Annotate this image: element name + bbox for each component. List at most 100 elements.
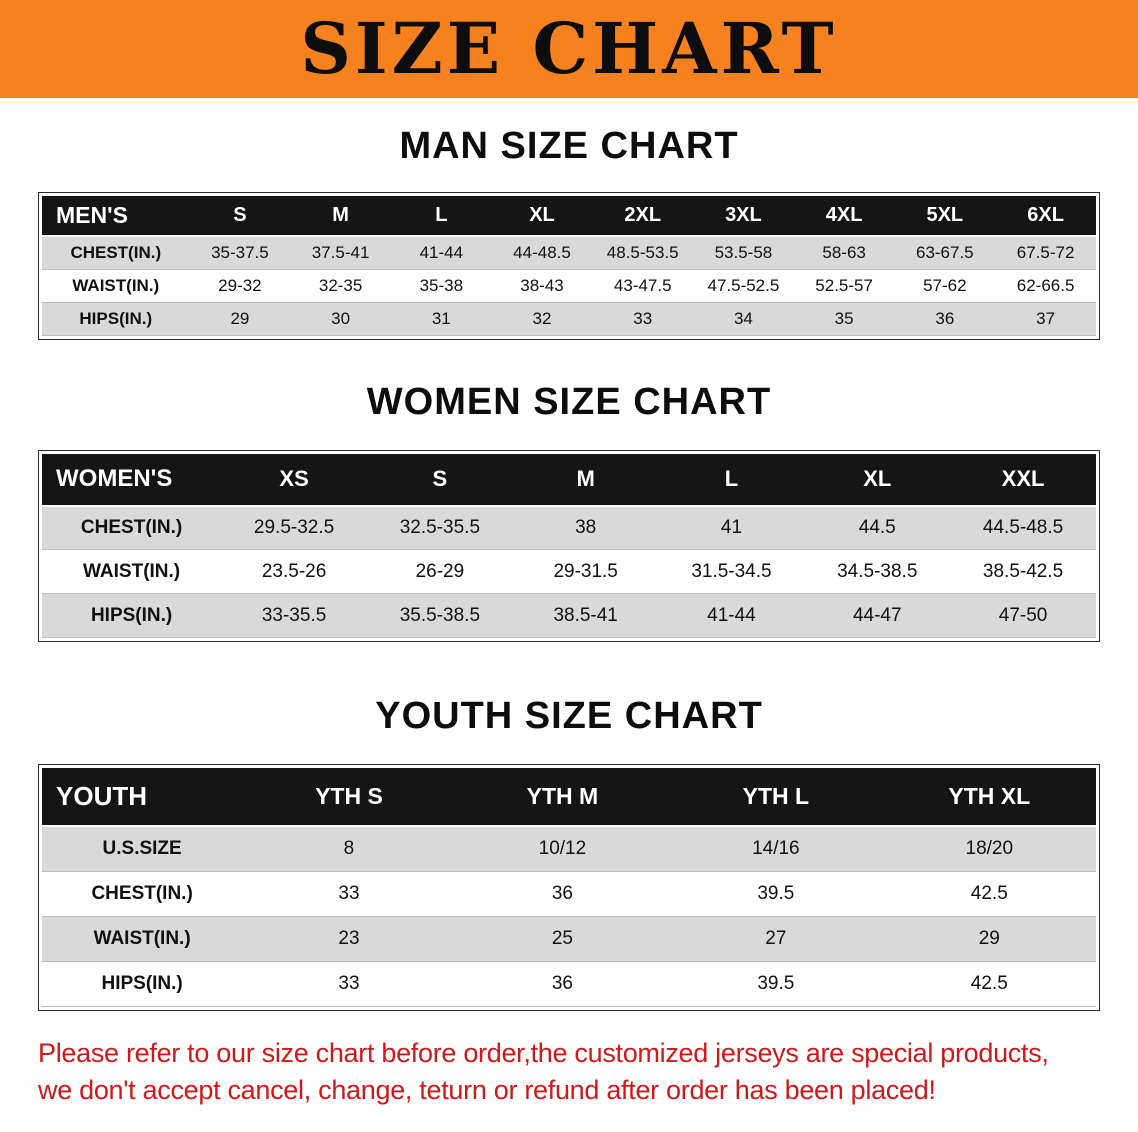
size-cell: 41 [658, 505, 805, 550]
size-column-header: YTH XL [882, 768, 1096, 827]
youth-waist-row: WAIST(IN.) 23 25 27 29 [42, 916, 1096, 962]
size-cell: 26-29 [366, 549, 513, 594]
row-label: WAIST(IN.) [42, 916, 243, 962]
size-cell: 38 [512, 505, 659, 550]
men-size-table-frame: MEN'S S M L XL 2XL 3XL 4XL 5XL 6XL CHEST… [38, 192, 1100, 340]
size-cell: 35.5-38.5 [366, 593, 513, 638]
women-waist-row: WAIST(IN.) 23.5-26 26-29 29-31.5 31.5-34… [42, 549, 1096, 594]
row-label: WAIST(IN.) [42, 549, 222, 594]
row-label: HIPS(IN.) [42, 302, 190, 336]
size-cell: 47.5-52.5 [693, 269, 794, 303]
size-cell: 47-50 [950, 593, 1096, 638]
women-size-section: WOMEN SIZE CHART WOMEN'S XS S M L XL XXL… [0, 380, 1138, 642]
men-size-section: MAN SIZE CHART MEN'S S M L XL 2XL 3XL 4X… [0, 124, 1138, 340]
size-cell: 42.5 [882, 871, 1096, 917]
men-waist-row: WAIST(IN.) 29-32 32-35 35-38 38-43 43-47… [42, 269, 1096, 303]
size-cell: 31 [390, 302, 492, 336]
size-cell: 41-44 [658, 593, 805, 638]
row-label: CHEST(IN.) [42, 236, 190, 270]
youth-size-section: YOUTH SIZE CHART YOUTH YTH S YTH M YTH L… [0, 694, 1138, 1011]
size-column-header: L [658, 453, 805, 507]
youth-size-table: YOUTH YTH S YTH M YTH L YTH XL U.S.SIZE … [42, 768, 1096, 1007]
size-cell: 44.5-48.5 [950, 505, 1096, 550]
size-cell: 33 [242, 961, 456, 1007]
size-column-header: S [189, 196, 291, 237]
size-cell: 44-48.5 [491, 236, 593, 270]
disclaimer-line-1: Please refer to our size chart before or… [38, 1037, 1049, 1068]
youth-ussize-row: U.S.SIZE 8 10/12 14/16 18/20 [42, 826, 1096, 872]
size-cell: 27 [669, 916, 883, 962]
disclaimer: Please refer to our size chart before or… [0, 1035, 1138, 1109]
size-column-header: 6XL [995, 196, 1096, 237]
size-cell: 38-43 [491, 269, 593, 303]
row-label: CHEST(IN.) [42, 505, 222, 550]
size-cell: 34.5-38.5 [804, 549, 951, 594]
size-cell: 63-67.5 [894, 236, 996, 270]
women-size-table: WOMEN'S XS S M L XL XXL CHEST(IN.) 29.5-… [42, 453, 1096, 638]
youth-table-title-cell: YOUTH [42, 768, 243, 827]
women-chest-row: CHEST(IN.) 29.5-32.5 32.5-35.5 38 41 44.… [42, 505, 1096, 550]
youth-section-heading: YOUTH SIZE CHART [375, 695, 763, 737]
size-column-header: YTH L [669, 768, 883, 827]
size-cell: 32 [491, 302, 593, 336]
size-cell: 53.5-58 [693, 236, 794, 270]
size-cell: 37 [995, 302, 1096, 336]
size-cell: 42.5 [882, 961, 1096, 1007]
men-size-table: MEN'S S M L XL 2XL 3XL 4XL 5XL 6XL CHEST… [42, 196, 1096, 336]
size-cell: 29-32 [189, 269, 291, 303]
size-cell: 8 [242, 826, 456, 872]
size-cell: 41-44 [390, 236, 492, 270]
size-cell: 33 [592, 302, 694, 336]
youth-chest-row: CHEST(IN.) 33 36 39.5 42.5 [42, 871, 1096, 917]
row-label: U.S.SIZE [42, 826, 243, 872]
size-cell: 23 [242, 916, 456, 962]
size-cell: 31.5-34.5 [658, 549, 805, 594]
size-cell: 29 [189, 302, 291, 336]
size-cell: 29 [882, 916, 1096, 962]
page-title: SIZE CHART [300, 7, 838, 90]
men-section-heading: MAN SIZE CHART [399, 125, 739, 167]
size-cell: 35-38 [390, 269, 492, 303]
size-column-header: 5XL [894, 196, 996, 237]
size-cell: 34 [693, 302, 794, 336]
men-chest-row: CHEST(IN.) 35-37.5 37.5-41 41-44 44-48.5… [42, 236, 1096, 270]
size-cell: 37.5-41 [290, 236, 391, 270]
size-cell: 29-31.5 [512, 549, 659, 594]
size-cell: 30 [290, 302, 391, 336]
size-cell: 32-35 [290, 269, 391, 303]
size-cell: 44-47 [804, 593, 951, 638]
size-cell: 33 [242, 871, 456, 917]
size-cell: 44.5 [804, 505, 951, 550]
men-table-header-row: MEN'S S M L XL 2XL 3XL 4XL 5XL 6XL [42, 196, 1096, 237]
size-column-header: M [512, 453, 659, 507]
size-cell: 33-35.5 [221, 593, 367, 638]
size-cell: 23.5-26 [221, 549, 367, 594]
size-cell: 35 [793, 302, 895, 336]
youth-hips-row: HIPS(IN.) 33 36 39.5 42.5 [42, 961, 1096, 1007]
size-cell: 62-66.5 [995, 269, 1096, 303]
youth-size-table-frame: YOUTH YTH S YTH M YTH L YTH XL U.S.SIZE … [38, 764, 1100, 1011]
size-cell: 39.5 [669, 961, 883, 1007]
size-cell: 36 [894, 302, 996, 336]
women-hips-row: HIPS(IN.) 33-35.5 35.5-38.5 38.5-41 41-4… [42, 593, 1096, 638]
women-size-table-frame: WOMEN'S XS S M L XL XXL CHEST(IN.) 29.5-… [38, 449, 1100, 642]
size-cell: 43-47.5 [592, 269, 694, 303]
row-label: HIPS(IN.) [42, 961, 243, 1007]
size-cell: 57-62 [894, 269, 996, 303]
size-cell: 35-37.5 [189, 236, 291, 270]
women-table-title-cell: WOMEN'S [42, 453, 222, 507]
size-column-header: 2XL [592, 196, 694, 237]
size-cell: 29.5-32.5 [221, 505, 367, 550]
women-table-header-row: WOMEN'S XS S M L XL XXL [42, 453, 1096, 507]
disclaimer-line-2: we don't accept cancel, change, teturn o… [38, 1074, 936, 1105]
men-table-title-cell: MEN'S [42, 196, 190, 237]
size-cell: 48.5-53.5 [592, 236, 694, 270]
youth-table-header-row: YOUTH YTH S YTH M YTH L YTH XL [42, 768, 1096, 827]
row-label: HIPS(IN.) [42, 593, 222, 638]
size-cell: 36 [455, 871, 670, 917]
size-column-header: YTH M [455, 768, 670, 827]
women-section-heading: WOMEN SIZE CHART [366, 380, 772, 423]
size-column-header: XL [491, 196, 593, 237]
size-cell: 32.5-35.5 [366, 505, 513, 550]
size-column-header: XL [804, 453, 951, 507]
